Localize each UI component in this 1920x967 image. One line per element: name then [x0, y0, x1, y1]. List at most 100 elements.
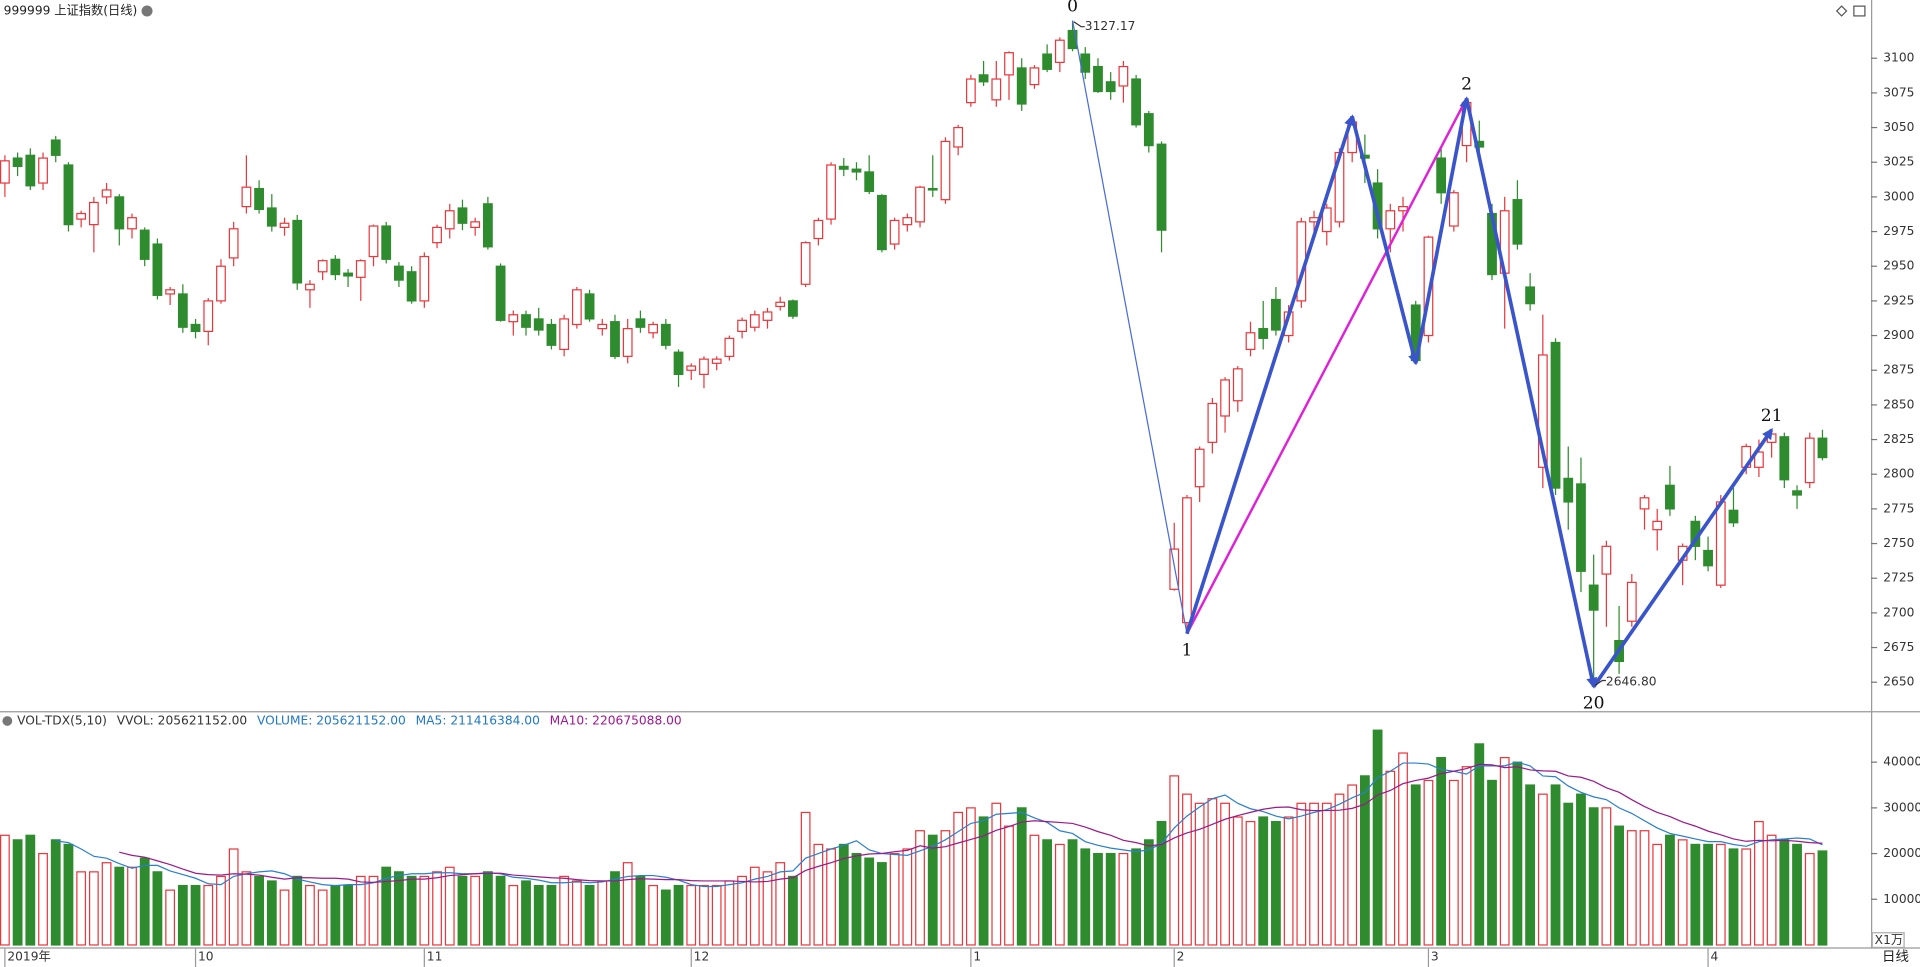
volume-bar [775, 862, 786, 946]
volume-bar [1029, 834, 1040, 946]
volume-bar [254, 875, 265, 946]
candle-body [1169, 548, 1180, 590]
candle-body [1665, 484, 1675, 510]
wave-line [1592, 428, 1774, 688]
volume-bar [203, 884, 214, 946]
candle-body [978, 74, 989, 83]
volume-bar [1182, 793, 1192, 946]
volume-bar [1220, 802, 1230, 946]
candle-body [1525, 286, 1536, 305]
candle-body [1550, 341, 1561, 489]
candle-body [470, 221, 481, 229]
volume-bar [1321, 802, 1332, 946]
volume-bar [101, 862, 112, 946]
volume-bar [1487, 779, 1497, 946]
candle-body [76, 212, 87, 220]
volume-bar [1169, 775, 1180, 946]
volume-bar [165, 889, 176, 946]
volume-bar [1016, 807, 1027, 946]
indicator-menu-icon[interactable] [2, 716, 13, 726]
candle-body [1207, 402, 1218, 443]
candle-body [1792, 490, 1802, 496]
volume-bar [1525, 784, 1536, 946]
candle-body [1715, 501, 1726, 586]
volume-bar [851, 852, 862, 946]
candle-body [622, 328, 633, 357]
volume-bar [686, 884, 697, 946]
indicator-header: MA5: 211416384.00 [416, 713, 540, 727]
volume-bar [1143, 839, 1154, 946]
volume-bar [1614, 825, 1624, 946]
volume-bar [521, 880, 531, 946]
candle-body [1639, 497, 1650, 510]
candle-body [228, 228, 239, 259]
candle-body [521, 314, 531, 328]
diamond-icon[interactable] [1835, 5, 1848, 17]
volume-bar [1715, 843, 1726, 946]
y-tick-label: 2675 [1883, 640, 1914, 654]
volume-bar [1118, 852, 1129, 946]
wave-line [1185, 114, 1355, 635]
volume-bar [368, 875, 379, 946]
volume-bar [355, 875, 366, 946]
wave-line [1464, 98, 1598, 689]
candle-body [673, 351, 684, 375]
y-tick-label: 2775 [1883, 501, 1914, 515]
candle-body [203, 300, 214, 333]
volume-bar [1156, 820, 1167, 946]
volume-bar [330, 884, 341, 946]
volume-bar [25, 834, 36, 946]
volume-bar [152, 871, 163, 946]
candle-body [50, 139, 61, 156]
candle-body [1156, 143, 1167, 231]
y-tick-label: 3050 [1883, 120, 1914, 134]
volume-bar [190, 884, 201, 946]
candle-body [241, 186, 252, 208]
candle-body [394, 265, 404, 281]
ma10-line [119, 763, 1823, 884]
volume-bar [1461, 766, 1472, 946]
volume-bar [1271, 820, 1281, 946]
candle-body [749, 314, 760, 328]
volume-bar [965, 807, 976, 946]
vol-y-tick-label: 40000 [1883, 755, 1920, 769]
period-label[interactable]: 日线 [1882, 949, 1909, 965]
volume-bar [1537, 793, 1548, 946]
candle-body [177, 293, 188, 328]
candle-body [1804, 437, 1815, 484]
indicator-header: VVOL: 205621152.00 [117, 713, 248, 727]
candle-body [1626, 581, 1637, 622]
candle-body [381, 225, 392, 260]
volume-bar [266, 880, 277, 946]
candle-body [597, 323, 608, 330]
volume-bar [1245, 820, 1256, 946]
volume-bar [279, 889, 290, 946]
candle-body [610, 321, 620, 357]
volume-bar [317, 889, 328, 946]
title-menu-icon[interactable] [141, 5, 153, 17]
volume-bar [1309, 802, 1319, 946]
volume-bar [1474, 743, 1485, 946]
candle-body [279, 222, 290, 229]
candle-body [1537, 354, 1548, 468]
candle-body [1029, 67, 1040, 86]
volume-bar [1665, 834, 1675, 946]
chart-title: 999999 上证指数(日线) [4, 3, 138, 18]
volume-bar [800, 811, 811, 946]
candle-body [190, 323, 201, 333]
candle-body [355, 260, 366, 278]
volume-bar [1779, 839, 1790, 946]
volume-bar [877, 862, 887, 946]
y-tick-label: 3000 [1883, 189, 1914, 203]
candle-body [266, 207, 277, 227]
volume-bar [1448, 779, 1459, 946]
volume-bar [508, 884, 519, 946]
candle-body [38, 157, 48, 184]
window-icon[interactable] [1853, 5, 1866, 17]
volume-bar [1436, 756, 1447, 946]
volume-bar [228, 848, 239, 946]
volume-bar [343, 884, 353, 946]
volume-bar [1563, 802, 1574, 946]
candle-body [216, 265, 226, 302]
candle-body [432, 226, 442, 244]
